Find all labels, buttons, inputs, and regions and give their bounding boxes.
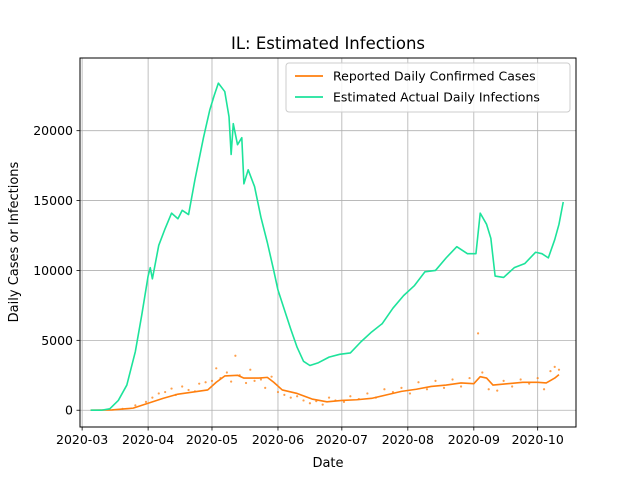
axis-layer: 2020-03 2020-04 2020-05 2020-06 2020-07 2020-… <box>33 123 564 447</box>
scatter-point <box>511 385 514 388</box>
scatter-point <box>234 354 237 357</box>
scatter-point <box>553 365 556 368</box>
scatter-point <box>289 396 292 399</box>
scatter-point <box>383 388 386 391</box>
scatter-point <box>542 388 546 391</box>
scatter-point <box>549 369 552 373</box>
scatter-point <box>164 390 167 394</box>
plot-frame <box>79 57 577 428</box>
estimated-infections-line <box>90 82 565 412</box>
chart-legend: Reported Daily Confirmed Cases Estimated … <box>285 62 571 113</box>
scatter-point <box>408 392 412 395</box>
scatter-point <box>259 378 263 381</box>
x-tick-label: 2020-09 <box>448 432 500 447</box>
scatter-point <box>198 382 201 385</box>
scatter-point <box>151 396 154 399</box>
x-tick-label: 2020-04 <box>122 432 174 447</box>
scatter-point <box>349 395 352 398</box>
scatter-point <box>425 388 429 391</box>
y-tick-label: 15000 <box>33 193 73 208</box>
scatter-point <box>253 379 256 382</box>
y-tick-label: 20000 <box>33 123 73 138</box>
x-tick-label: 2020-08 <box>382 432 434 447</box>
scatter-point <box>210 379 214 382</box>
scatter-point <box>434 379 437 382</box>
legend-label: Reported Daily Confirmed Cases <box>333 69 536 84</box>
chart-title: IL: Estimated Infections <box>231 34 425 53</box>
reported-cases-line <box>90 373 560 412</box>
y-tick-label: 0 <box>65 403 73 418</box>
scatter-point <box>342 400 346 403</box>
scatter-point <box>170 387 173 390</box>
scatter-point <box>283 393 286 396</box>
legend-label: Estimated Actual Daily Infections <box>333 90 540 105</box>
scatter-point <box>459 385 463 388</box>
scatter-point <box>296 395 299 398</box>
x-tick-label: 2020-10 <box>512 432 564 447</box>
x-tick-label: 2020-06 <box>252 432 304 447</box>
scatter-point <box>366 392 369 395</box>
scatter-point <box>557 368 561 371</box>
scatter-point <box>302 399 305 402</box>
scatter-point <box>230 380 233 383</box>
scatter-point <box>468 376 471 380</box>
scatter-point <box>204 381 207 384</box>
scatter-point <box>225 371 228 374</box>
scatter-point <box>276 390 280 394</box>
x-tick-label: 2020-05 <box>186 432 238 447</box>
scatter-point <box>144 400 148 403</box>
y-axis-label: Daily Cases or Infections <box>7 161 22 322</box>
x-tick-label: 2020-07 <box>316 432 368 447</box>
scatter-point <box>417 381 420 384</box>
scatter-point <box>536 376 539 380</box>
scatter-point <box>134 404 137 407</box>
scatter-point <box>496 389 499 392</box>
y-tick-label: 10000 <box>33 263 73 278</box>
grid-layer <box>80 58 576 427</box>
scatter-point <box>528 382 531 385</box>
scatter-point <box>244 381 248 385</box>
scatter-point <box>451 378 454 381</box>
scatter-point <box>157 392 160 395</box>
scatter-point <box>327 396 331 399</box>
scatter-point <box>181 385 184 388</box>
series-layer <box>90 82 565 412</box>
scatter-point <box>487 388 490 391</box>
scatter-point <box>187 388 190 392</box>
x-axis-label: Date <box>312 456 343 471</box>
scatter-point <box>400 386 403 389</box>
scatter-point <box>264 386 267 389</box>
scatter-point <box>270 375 273 378</box>
y-tick-label: 5000 <box>41 333 73 348</box>
scatter-point <box>476 332 480 335</box>
scatter-point <box>502 379 505 382</box>
scatter-point <box>308 402 312 405</box>
scatter-point <box>481 371 484 374</box>
scatter-point <box>442 386 446 389</box>
scatter-point <box>215 367 218 370</box>
scatter-point <box>321 403 324 406</box>
scatter-point <box>519 378 522 381</box>
legend-box <box>285 62 571 113</box>
x-tick-label: 2020-03 <box>56 432 108 447</box>
scatter-point <box>249 368 252 371</box>
